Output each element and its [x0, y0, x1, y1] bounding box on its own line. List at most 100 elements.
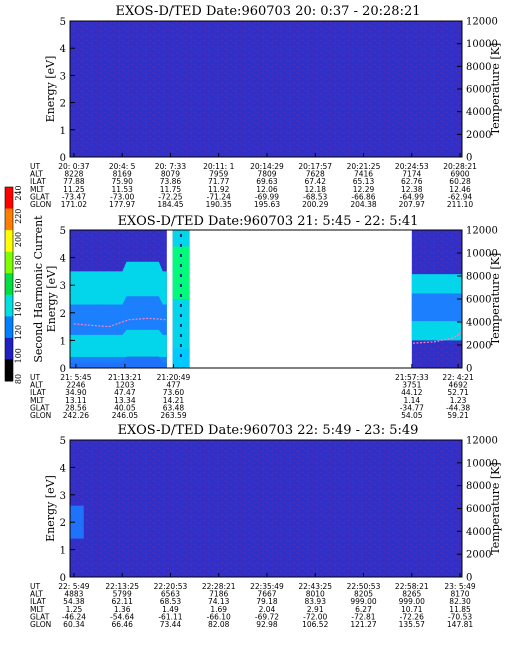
y-axis-label: Energy [eV] [44, 475, 57, 542]
table-cell: 7809 [257, 170, 276, 179]
table-cell: 73.44 [160, 620, 182, 629]
table-cell: 23: 5:49 [444, 582, 476, 591]
panel-title: EXOS-D/TED Date:960703 20: 0:37 - 20:28:… [116, 4, 421, 19]
table-cell: 263.59 [160, 411, 186, 420]
table-cell: 62.11 [111, 597, 133, 606]
table-cell: -54.64 [110, 612, 134, 621]
table-cell: 62.76 [401, 177, 423, 186]
colorbar-tick-label: 80 [14, 374, 23, 384]
table-cell: 2.04 [259, 605, 276, 614]
data-span-texture [70, 440, 462, 577]
y-tick-label: 1 [60, 546, 66, 557]
table-cell: 11.75 [160, 185, 182, 194]
colorbar-swatch [5, 337, 13, 360]
table-cell: 7186 [209, 590, 228, 599]
panel-3: EXOS-D/TED Date:960703 22: 5:49 - 23: 5:… [30, 423, 502, 629]
temperature-trace [412, 331, 463, 344]
table-row-label: MLT [30, 605, 45, 614]
table-cell: 60.34 [63, 620, 85, 629]
y2-tick-label: 6000 [466, 295, 491, 306]
table-cell: 44.12 [401, 388, 423, 397]
data-span-texture [70, 21, 462, 157]
y2-tick-label: 8000 [466, 481, 491, 492]
table-cell: 82.30 [449, 597, 471, 606]
table-cell: 54.05 [401, 411, 423, 420]
table-cell: 28.56 [65, 403, 87, 412]
colorbar-tick-label: 240 [14, 185, 23, 200]
table-row-label: ALT [30, 170, 43, 179]
y2-tick-label: 2000 [466, 130, 491, 141]
table-cell: 47.47 [114, 388, 136, 397]
temperature-trace [73, 317, 167, 328]
table-cell: 246.05 [112, 411, 138, 420]
table-row-label: GLON [30, 411, 51, 420]
y-tick-label: 0 [60, 573, 66, 584]
panel-title: EXOS-D/TED Date:960703 21: 5:45 - 22: 5:… [118, 214, 419, 229]
table-cell: -73.47 [62, 192, 86, 201]
table-cell: -62.94 [448, 192, 472, 201]
colorbar-tick-label: 200 [14, 232, 23, 247]
energy-band [172, 246, 190, 299]
table-cell: 22:20:53 [154, 582, 188, 591]
energy-band [70, 356, 167, 368]
table-cell: 147.81 [447, 620, 473, 629]
table-cell: 20:21:25 [347, 162, 381, 171]
table-cell: 8169 [113, 170, 132, 179]
table-cell: 20:28:21 [443, 162, 477, 171]
y-tick-label: 2 [60, 309, 66, 320]
table-cell: 14.21 [163, 396, 185, 405]
y2-tick-label: 4000 [466, 318, 491, 329]
table-cell: 11.53 [111, 185, 133, 194]
table-cell: 8205 [354, 590, 373, 599]
table-cell: 195.63 [254, 200, 280, 209]
y-tick-label: 5 [60, 436, 66, 447]
y2-tick-label: 12000 [466, 226, 498, 237]
table-cell: 52.71 [447, 388, 469, 397]
table-cell: -70.53 [448, 612, 472, 621]
table-cell: -66.10 [207, 612, 231, 621]
table-cell: 4692 [449, 381, 468, 390]
table-cell: 7416 [354, 170, 373, 179]
table-cell: 22:13:25 [105, 582, 139, 591]
table-cell: 22: 5:49 [58, 582, 90, 591]
y2-tick-label: 2000 [466, 341, 491, 352]
y2-tick-label: 10000 [466, 39, 498, 50]
y2-tick-label: 0 [466, 153, 472, 164]
y-tick-label: 1 [60, 126, 66, 137]
table-cell: 12.06 [256, 185, 278, 194]
colorbar-label: Second Harmonic Current [32, 215, 45, 363]
table-cell: 22:35:49 [250, 582, 284, 591]
table-cell: 999.00 [399, 597, 425, 606]
table-cell: 204.38 [350, 200, 376, 209]
table-row-label: ALT [30, 381, 43, 390]
table-row-label: GLON [30, 200, 51, 209]
table-cell: 12.18 [305, 185, 327, 194]
table-cell: 1.49 [162, 605, 179, 614]
colorbar-swatch [5, 208, 13, 231]
y2-axis-label: Temperature [K] [489, 253, 502, 345]
table-row-label: UT [30, 162, 40, 171]
table-cell: -64.99 [400, 192, 424, 201]
table-row-label: MLT [30, 185, 45, 194]
table-cell: 40.05 [114, 403, 136, 412]
y2-tick-label: 10000 [466, 249, 498, 260]
y-tick-label: 0 [60, 153, 66, 164]
colorbar-swatch [5, 316, 13, 339]
table-cell: -46.24 [62, 612, 86, 621]
table-cell: 77.88 [63, 177, 85, 186]
table-cell: 92.98 [256, 620, 278, 629]
table-cell: 21:57:33 [395, 373, 429, 382]
table-cell: 200.29 [302, 200, 328, 209]
y-axis-label: Energy [eV] [45, 266, 58, 333]
colorbar: 240 220 200 180 160 140 120 100 80 Second Harmoni… [4, 185, 45, 384]
panel-title: EXOS-D/TED Date:960703 22: 5:49 - 23: 5:… [118, 423, 419, 438]
table-cell: 121.27 [350, 620, 376, 629]
table-cell: 12.29 [353, 185, 375, 194]
table-cell: 171.02 [61, 200, 87, 209]
table-cell: 13.34 [114, 396, 136, 405]
table-cell: 69.63 [256, 177, 278, 186]
table-cell: 71.77 [208, 177, 230, 186]
table-cell: -69.99 [255, 192, 279, 201]
y2-tick-label: 6000 [466, 85, 491, 96]
